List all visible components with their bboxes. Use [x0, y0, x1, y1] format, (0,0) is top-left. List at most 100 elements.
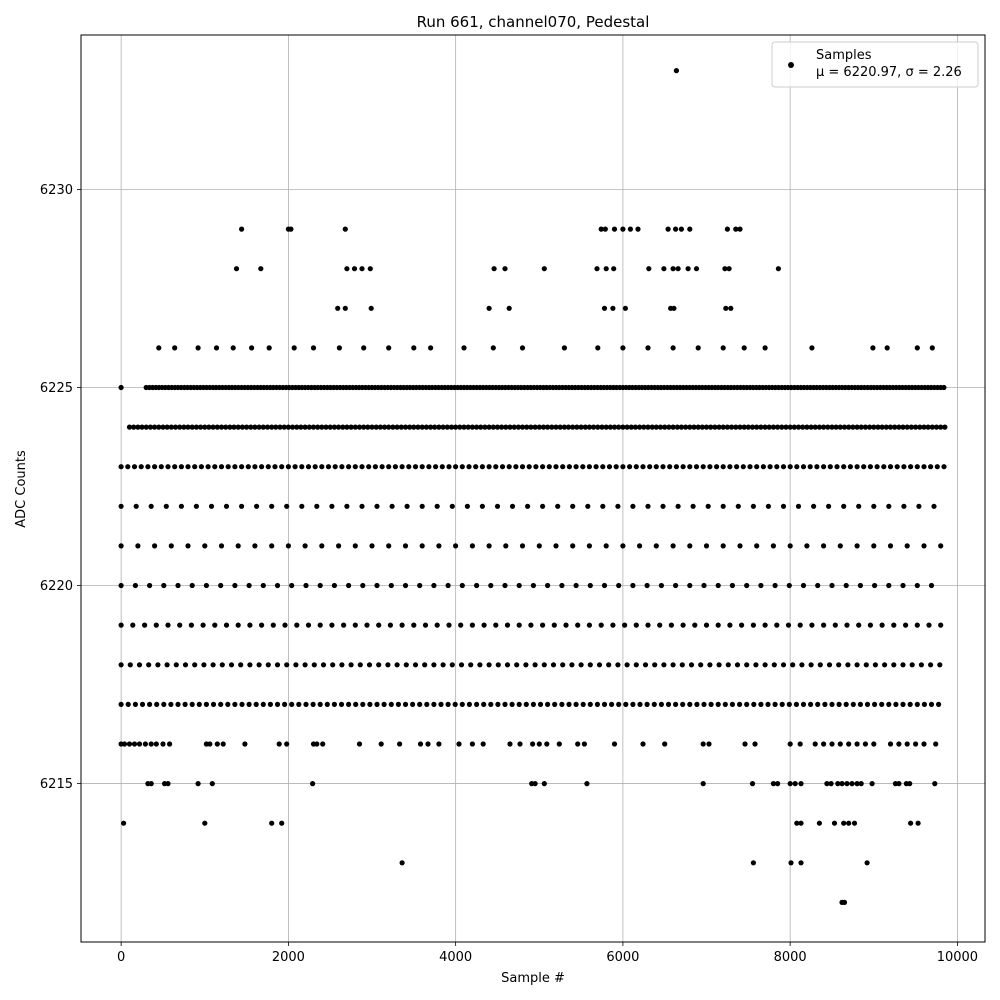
- data-point: [302, 662, 308, 668]
- data-point: [754, 424, 760, 430]
- data-point: [586, 424, 593, 430]
- data-point: [594, 266, 600, 272]
- data-point: [804, 543, 810, 549]
- data-point: [787, 543, 793, 549]
- data-point: [515, 424, 522, 430]
- data-point: [737, 226, 743, 232]
- data-point: [904, 741, 910, 747]
- data-point: [125, 701, 131, 708]
- data-point: [826, 503, 832, 509]
- data-point: [872, 701, 878, 708]
- data-point: [671, 305, 677, 311]
- data-point: [630, 503, 636, 509]
- data-point: [651, 701, 657, 708]
- data-point: [459, 582, 465, 589]
- data-point: [474, 424, 480, 430]
- data-point: [419, 503, 425, 509]
- data-point: [303, 582, 309, 589]
- data-point: [670, 424, 676, 430]
- data-point: [815, 701, 821, 708]
- axis-ticks: 0 2000 4000 6000 8000 10000 6215 6220 6225 6230: [40, 183, 978, 965]
- data-point: [749, 781, 756, 787]
- data-point: [202, 424, 208, 430]
- data-point: [808, 701, 814, 708]
- data-point: [703, 424, 710, 430]
- data-point: [921, 701, 928, 708]
- data-point: [904, 543, 910, 549]
- data-point: [871, 741, 877, 747]
- data-point: [699, 424, 705, 430]
- data-point: [598, 226, 604, 232]
- data-point: [733, 226, 739, 232]
- data-point: [445, 582, 451, 589]
- data-point: [611, 741, 618, 747]
- data-point: [466, 701, 472, 708]
- data-point: [611, 226, 618, 232]
- data-point: [232, 701, 238, 708]
- data-point: [858, 781, 864, 787]
- data-point: [609, 701, 615, 708]
- data-point: [720, 543, 726, 549]
- data-point: [851, 820, 858, 826]
- data-point: [457, 424, 463, 430]
- data-point: [195, 781, 201, 787]
- data-point: [468, 662, 474, 668]
- data-point: [770, 781, 777, 787]
- data-point: [800, 582, 807, 589]
- data-point: [294, 622, 300, 628]
- data-point: [402, 543, 409, 549]
- data-point: [844, 622, 850, 628]
- data-point: [279, 820, 285, 826]
- data-point: [857, 582, 864, 589]
- data-point: [182, 662, 189, 668]
- data-point: [425, 741, 431, 747]
- data-point: [519, 464, 526, 470]
- data-point: [578, 424, 584, 430]
- data-point: [645, 503, 651, 509]
- data-point: [319, 543, 325, 549]
- legend-series-name: Samples: [816, 48, 872, 63]
- legend: Samples μ = 6220.97, σ = 2.26: [771, 41, 979, 88]
- data-point: [361, 424, 367, 430]
- data-point: [177, 622, 183, 628]
- data-point: [235, 622, 241, 628]
- data-point: [863, 662, 869, 668]
- data-point: [502, 266, 508, 272]
- data-point: [438, 701, 444, 708]
- data-point: [602, 226, 608, 232]
- data-point: [724, 424, 731, 430]
- data-point: [837, 424, 843, 430]
- data-point: [145, 464, 151, 470]
- data-point: [274, 701, 281, 708]
- data-point: [854, 543, 860, 549]
- data-point: [679, 662, 685, 668]
- data-point: [195, 345, 201, 351]
- data-point: [407, 424, 413, 430]
- data-point: [741, 345, 747, 351]
- x-axis-label: Sample #: [501, 971, 565, 986]
- data-point: [519, 543, 526, 549]
- data-point: [540, 424, 547, 430]
- data-point: [367, 701, 373, 708]
- data-point: [279, 464, 285, 470]
- data-point: [284, 741, 290, 747]
- data-point: [673, 464, 680, 470]
- data-point: [901, 464, 907, 470]
- data-point: [458, 662, 465, 668]
- data-point: [192, 662, 198, 668]
- data-point: [524, 424, 530, 430]
- data-point: [829, 424, 835, 430]
- x-tick-label: 0: [117, 950, 125, 965]
- data-point: [387, 622, 393, 628]
- data-point: [266, 345, 272, 351]
- data-point: [673, 701, 679, 708]
- data-point: [376, 622, 382, 628]
- data-point: [256, 424, 262, 430]
- data-point: [402, 424, 409, 430]
- data-point: [153, 622, 159, 628]
- data-point: [148, 781, 154, 787]
- data-point: [121, 741, 128, 747]
- data-point: [797, 622, 803, 628]
- data-point: [828, 781, 834, 787]
- data-point: [142, 741, 148, 747]
